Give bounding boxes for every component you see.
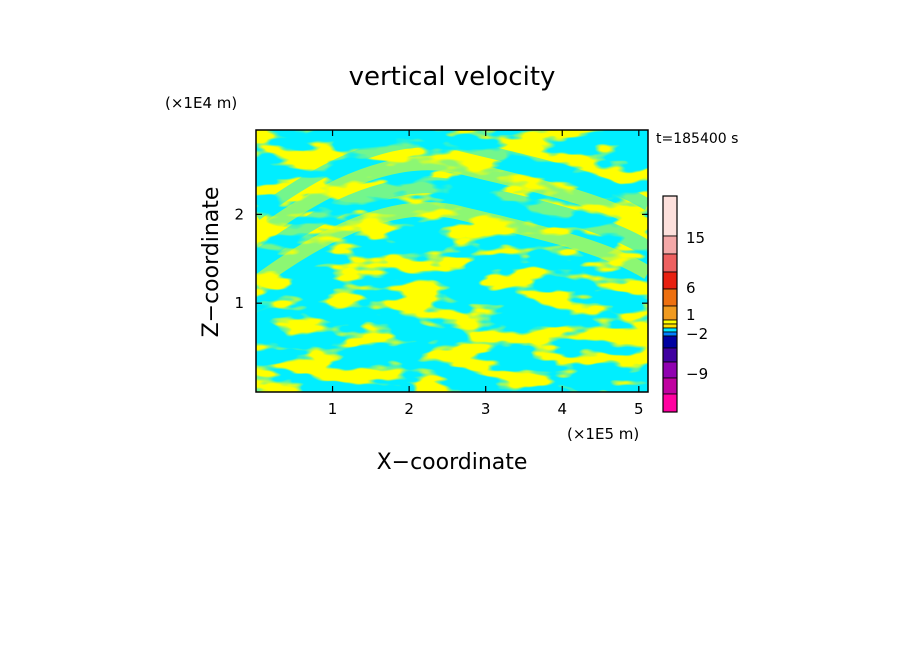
colorbar-swatch — [662, 319, 678, 325]
y-axis-label: Z−coordinate — [199, 187, 224, 338]
colorbar-swatch — [662, 271, 678, 290]
velocity-band-1 — [256, 156, 648, 243]
colorbar-label: −2 — [686, 325, 708, 343]
colorbar-frame — [662, 195, 678, 413]
velocity-bands — [256, 135, 648, 289]
x-tick-label: 5 — [634, 400, 644, 418]
plot-frame — [255, 129, 649, 393]
colorbar-swatch — [662, 347, 678, 363]
x-unit-label: (×1E5 m) — [567, 425, 639, 443]
colorbar-swatch — [662, 253, 678, 273]
x-tick-label: 4 — [557, 400, 567, 418]
velocity-band-3 — [256, 202, 648, 289]
colorbar-swatch — [662, 305, 678, 321]
colorbar-labels: 15 6 1−2 −9 — [686, 229, 708, 383]
plot-area — [256, 130, 648, 392]
x-tick-label: 1 — [328, 400, 338, 418]
x-axis-label: X−coordinate — [377, 450, 528, 475]
colorbar-label: −9 — [686, 365, 708, 383]
colorbar-swatch — [662, 361, 678, 379]
y-tick-label: 1 — [234, 294, 244, 312]
colorbar-swatch — [662, 331, 678, 337]
colorbar-swatch — [662, 393, 678, 413]
colorbar-swatch — [662, 327, 678, 333]
x-tick-label: 2 — [404, 400, 414, 418]
y-tick-label: 2 — [234, 205, 244, 223]
y-ticks: 12 — [234, 205, 648, 312]
velocity-band-0 — [256, 135, 648, 220]
chart-title: vertical velocity — [349, 62, 556, 92]
colorbar-swatch — [662, 335, 678, 349]
colorbar-swatch — [662, 235, 678, 255]
colorbar-swatch — [662, 288, 678, 307]
velocity-band-2 — [256, 177, 648, 266]
colorbar-swatch — [662, 377, 678, 395]
colorbar — [662, 195, 678, 413]
y-unit-label: (×1E4 m) — [165, 94, 237, 112]
x-tick-label: 3 — [481, 400, 491, 418]
colorbar-label: 6 — [686, 279, 696, 297]
x-ticks: 1 2 3 4 5 — [328, 130, 644, 418]
colorbar-swatch — [662, 323, 678, 329]
colorbar-label: 1 — [686, 306, 696, 324]
colorbar-label: 15 — [686, 229, 705, 247]
time-label: t=185400 s — [656, 131, 738, 147]
colorbar-swatch — [662, 195, 678, 237]
